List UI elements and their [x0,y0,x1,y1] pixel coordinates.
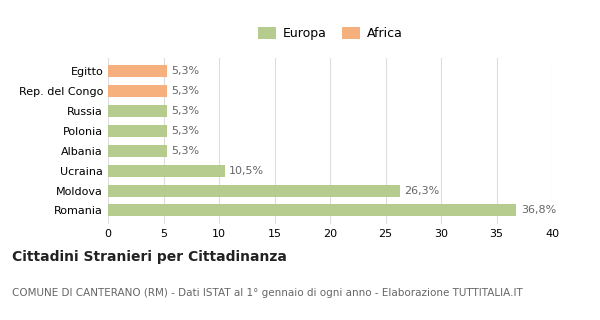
Text: Cittadini Stranieri per Cittadinanza: Cittadini Stranieri per Cittadinanza [12,250,287,264]
Bar [108,185,400,196]
Text: 5,3%: 5,3% [171,146,199,156]
Bar [108,85,167,97]
Bar [108,204,517,216]
Bar [108,145,167,157]
Text: 10,5%: 10,5% [229,166,264,176]
Text: 5,3%: 5,3% [171,66,199,76]
Text: COMUNE DI CANTERANO (RM) - Dati ISTAT al 1° gennaio di ogni anno - Elaborazione : COMUNE DI CANTERANO (RM) - Dati ISTAT al… [12,288,523,298]
Bar [108,165,224,177]
Bar [108,65,167,77]
Text: 26,3%: 26,3% [404,186,440,196]
Text: 5,3%: 5,3% [171,106,199,116]
Legend: Europa, Africa: Europa, Africa [257,27,403,40]
Bar [108,105,167,117]
Bar [108,125,167,137]
Text: 36,8%: 36,8% [521,205,556,215]
Text: 5,3%: 5,3% [171,86,199,96]
Text: 5,3%: 5,3% [171,126,199,136]
